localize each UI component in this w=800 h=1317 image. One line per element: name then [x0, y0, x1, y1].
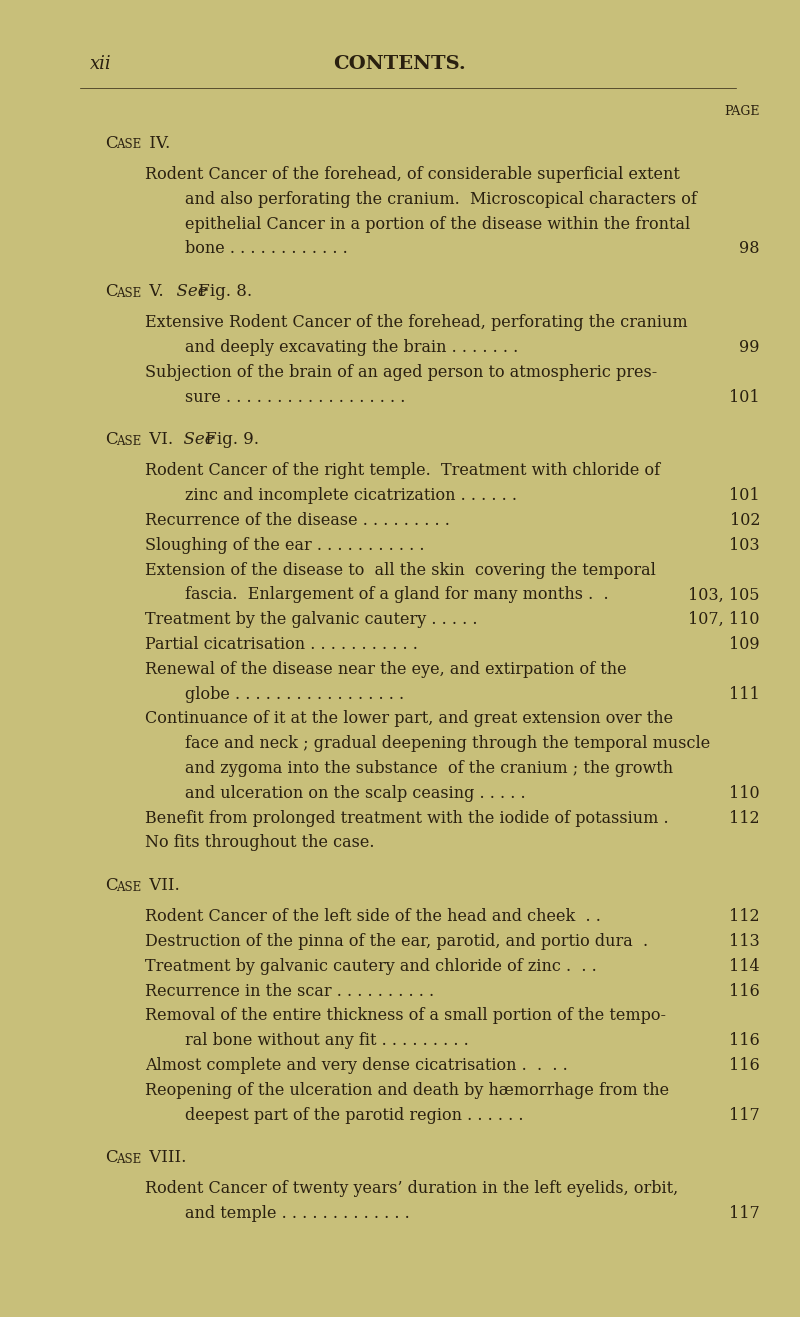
Text: bone . . . . . . . . . . . .: bone . . . . . . . . . . . . [185, 241, 348, 257]
Text: ral bone without any fit . . . . . . . . .: ral bone without any fit . . . . . . . .… [185, 1033, 469, 1050]
Text: Partial cicatrisation . . . . . . . . . . .: Partial cicatrisation . . . . . . . . . … [145, 636, 418, 653]
Text: 112: 112 [730, 810, 760, 827]
Text: 116: 116 [730, 982, 760, 1000]
Text: 101: 101 [730, 487, 760, 504]
Text: PAGE: PAGE [725, 105, 760, 119]
Text: face and neck ; gradual deepening through the temporal muscle: face and neck ; gradual deepening throug… [185, 735, 710, 752]
Text: C: C [105, 136, 118, 151]
Text: IV.: IV. [145, 136, 170, 151]
Text: 99: 99 [739, 338, 760, 356]
Text: VII.: VII. [145, 877, 180, 894]
Text: 116: 116 [730, 1033, 760, 1050]
Text: 110: 110 [730, 785, 760, 802]
Text: C: C [105, 1150, 118, 1167]
Text: 98: 98 [739, 241, 760, 257]
Text: Subjection of the brain of an aged person to atmospheric pres-: Subjection of the brain of an aged perso… [145, 363, 658, 381]
Text: and ulceration on the scalp ceasing . . . . .: and ulceration on the scalp ceasing . . … [185, 785, 526, 802]
Text: 113: 113 [730, 932, 760, 950]
Text: C: C [105, 283, 118, 300]
Text: Destruction of the pinna of the ear, parotid, and portio dura  .: Destruction of the pinna of the ear, par… [145, 932, 648, 950]
Text: Fig. 8.: Fig. 8. [194, 283, 252, 300]
Text: 111: 111 [730, 686, 760, 702]
Text: 114: 114 [730, 957, 760, 975]
Text: deepest part of the parotid region . . . . . .: deepest part of the parotid region . . .… [185, 1106, 523, 1123]
Text: 103: 103 [730, 537, 760, 554]
Text: 117: 117 [730, 1106, 760, 1123]
Text: ASE: ASE [117, 881, 142, 894]
Text: and zygoma into the substance  of the cranium ; the growth: and zygoma into the substance of the cra… [185, 760, 673, 777]
Text: Recurrence of the disease . . . . . . . . .: Recurrence of the disease . . . . . . . … [145, 512, 450, 529]
Text: Benefit from prolonged treatment with the iodide of potassium .: Benefit from prolonged treatment with th… [145, 810, 674, 827]
Text: and deeply excavating the brain . . . . . . .: and deeply excavating the brain . . . . … [185, 338, 518, 356]
Text: 103, 105: 103, 105 [689, 586, 760, 603]
Text: 109: 109 [730, 636, 760, 653]
Text: epithelial Cancer in a portion of the disease within the frontal: epithelial Cancer in a portion of the di… [185, 216, 690, 233]
Text: Reopening of the ulceration and death by hæmorrhage from the: Reopening of the ulceration and death by… [145, 1081, 669, 1098]
Text: ASE: ASE [117, 287, 142, 300]
Text: Sloughing of the ear . . . . . . . . . . .: Sloughing of the ear . . . . . . . . . .… [145, 537, 425, 554]
Text: zinc and incomplete cicatrization . . . . . .: zinc and incomplete cicatrization . . . … [185, 487, 517, 504]
Text: sure . . . . . . . . . . . . . . . . . .: sure . . . . . . . . . . . . . . . . . . [185, 389, 406, 406]
Text: Extension of the disease to  all the skin  covering the temporal: Extension of the disease to all the skin… [145, 561, 656, 578]
Text: and temple . . . . . . . . . . . . .: and temple . . . . . . . . . . . . . [185, 1205, 410, 1222]
Text: and also perforating the cranium.  Microscopical characters of: and also perforating the cranium. Micros… [185, 191, 697, 208]
Text: 117: 117 [730, 1205, 760, 1222]
Text: C: C [105, 432, 118, 448]
Text: Rodent Cancer of twenty years’ duration in the left eyelids, orbit,: Rodent Cancer of twenty years’ duration … [145, 1180, 678, 1197]
Text: Rodent Cancer of the left side of the head and cheek  . .: Rodent Cancer of the left side of the he… [145, 909, 601, 926]
Text: xii: xii [90, 55, 112, 72]
Text: No fits throughout the case.: No fits throughout the case. [145, 835, 374, 851]
Text: 102: 102 [730, 512, 760, 529]
Text: CONTENTS.: CONTENTS. [334, 55, 466, 72]
Text: Rodent Cancer of the forehead, of considerable superficial extent: Rodent Cancer of the forehead, of consid… [145, 166, 680, 183]
Text: VI.: VI. [145, 432, 174, 448]
Text: See: See [166, 283, 208, 300]
Text: Recurrence in the scar . . . . . . . . . .: Recurrence in the scar . . . . . . . . .… [145, 982, 434, 1000]
Text: fascia.  Enlargement of a gland for many months .  .: fascia. Enlargement of a gland for many … [185, 586, 609, 603]
Text: Continuance of it at the lower part, and great extension over the: Continuance of it at the lower part, and… [145, 710, 673, 727]
Text: Rodent Cancer of the right temple.  Treatment with chloride of: Rodent Cancer of the right temple. Treat… [145, 462, 660, 479]
Text: 116: 116 [730, 1058, 760, 1073]
Text: 112: 112 [730, 909, 760, 926]
Text: 107, 110: 107, 110 [689, 611, 760, 628]
Text: Treatment by galvanic cautery and chloride of zinc .  . .: Treatment by galvanic cautery and chlori… [145, 957, 597, 975]
Text: 101: 101 [730, 389, 760, 406]
Text: globe . . . . . . . . . . . . . . . . .: globe . . . . . . . . . . . . . . . . . [185, 686, 404, 702]
Text: ASE: ASE [117, 1152, 142, 1166]
Text: ASE: ASE [117, 138, 142, 151]
Text: ASE: ASE [117, 435, 142, 448]
Text: Removal of the entire thickness of a small portion of the tempo-: Removal of the entire thickness of a sma… [145, 1008, 666, 1025]
Text: Fig. 9.: Fig. 9. [200, 432, 259, 448]
Text: Renewal of the disease near the eye, and extirpation of the: Renewal of the disease near the eye, and… [145, 661, 626, 678]
Text: Treatment by the galvanic cautery . . . . .: Treatment by the galvanic cautery . . . … [145, 611, 478, 628]
Text: See: See [174, 432, 215, 448]
Text: Almost complete and very dense cicatrisation .  .  . .: Almost complete and very dense cicatrisa… [145, 1058, 568, 1073]
Text: Extensive Rodent Cancer of the forehead, perforating the cranium: Extensive Rodent Cancer of the forehead,… [145, 315, 688, 331]
Text: C: C [105, 877, 118, 894]
Text: VIII.: VIII. [145, 1150, 187, 1167]
Text: V.: V. [145, 283, 164, 300]
